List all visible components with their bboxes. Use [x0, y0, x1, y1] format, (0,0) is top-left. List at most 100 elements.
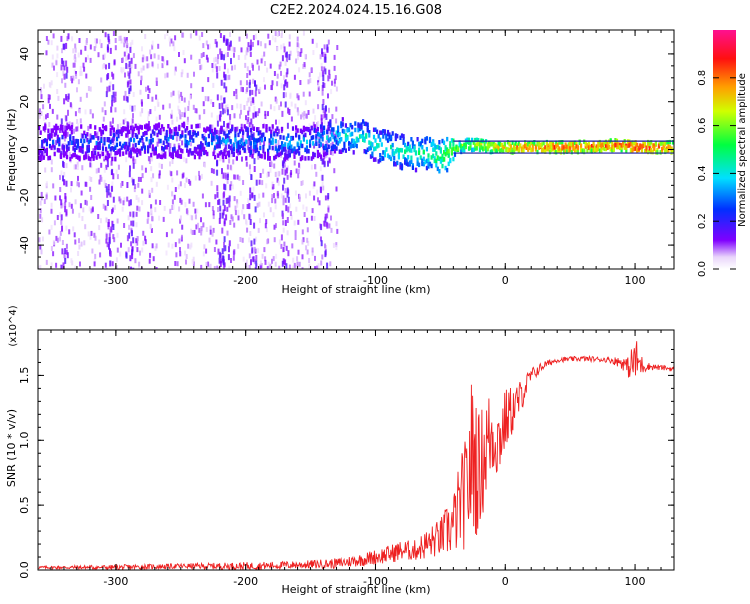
spectrogram-cell [266, 266, 269, 269]
spectrogram-cell [360, 134, 363, 139]
spectrogram-cell [48, 133, 52, 138]
spectrogram-cell [132, 267, 135, 269]
spectrogram-cell [300, 180, 303, 186]
spectrogram-cell [321, 181, 324, 187]
spectrogram-cell [570, 141, 573, 146]
spectrogram-cell [81, 143, 84, 148]
spectrogram-cell [221, 227, 224, 234]
spectrogram-cell [309, 143, 312, 148]
spectrogram-cell [608, 144, 611, 150]
spectrogram-cell [153, 151, 156, 156]
spectrogram-cell [418, 141, 421, 147]
spectrogram-cell [106, 137, 109, 143]
spectrogram-cell [330, 146, 333, 152]
spectrogram-cell [125, 252, 128, 259]
spectrogram-cell [211, 206, 214, 211]
spectrogram-cell [148, 121, 150, 126]
spectrogram-cell [291, 135, 295, 141]
spectrogram-cell [252, 112, 255, 119]
spectrogram-cell [58, 137, 61, 142]
spectrogram-cell [100, 176, 103, 182]
spectrogram-cell [489, 149, 492, 155]
spectrogram-cell [286, 174, 289, 180]
spectrogram-cell [189, 137, 192, 142]
spectrogram-cell [348, 141, 351, 146]
spectrogram-cell [575, 149, 578, 154]
spectrogram-cell [559, 150, 562, 155]
spectrogram-cell [181, 153, 184, 159]
spectrogram-cell [219, 205, 222, 212]
spectrogram-cell [324, 249, 327, 256]
spectrogram-cell [642, 140, 645, 146]
spectrogram-cell [209, 263, 212, 269]
spectrogram-cell [222, 172, 225, 179]
spectrogram-cell [87, 125, 90, 131]
spectrogram-cell [289, 92, 292, 98]
spectrogram-cell [471, 147, 474, 153]
spectrogram-cell [98, 145, 101, 151]
spectrogram-cell [127, 64, 130, 70]
spectrogram-cell [322, 99, 325, 105]
spectrogram-cell [282, 220, 285, 226]
spectrogram-cell [190, 141, 192, 147]
spectrogram-cell [63, 136, 66, 142]
spectrogram-cell [108, 153, 111, 158]
spectrogram-cell [141, 57, 144, 63]
spectrogram-cell [332, 134, 335, 140]
spectrogram-cell [122, 119, 125, 125]
spectrogram-cell [78, 108, 81, 114]
spectrogram-x-tick-label: -100 [363, 274, 388, 287]
spectrogram-cell [244, 54, 247, 60]
spectrogram-cell [78, 244, 81, 250]
spectrogram-cell [211, 231, 214, 237]
spectrogram-cell [199, 65, 202, 71]
spectrogram-cell [255, 84, 258, 91]
spectrogram-cell [136, 205, 139, 211]
spectrogram-cell [50, 246, 53, 251]
spectrogram-cell [259, 145, 262, 151]
spectrogram-cell [130, 220, 133, 226]
spectrogram-cell [231, 126, 234, 132]
spectrogram-cell [193, 130, 196, 136]
spectrogram-cell [301, 254, 304, 260]
spectrogram-cell [368, 146, 371, 151]
spectrogram-cell [536, 142, 539, 147]
spectrogram-cell [509, 144, 513, 149]
spectrogram-cell [276, 177, 279, 183]
spectrogram-cell [570, 149, 573, 155]
spectrogram-cell [285, 72, 288, 78]
spectrogram-cell [68, 121, 71, 127]
spectrogram-cell [109, 121, 112, 128]
spectrogram-cell [109, 146, 112, 152]
spectrogram-cell [286, 51, 288, 58]
spectrogram-cell [643, 142, 647, 147]
spectrogram-cell [388, 134, 391, 139]
spectrogram-cell [218, 130, 220, 136]
spectrogram-cell [200, 173, 203, 179]
spectrogram-cell [263, 77, 265, 83]
spectrogram-cell [517, 147, 520, 152]
spectrogram-cell [210, 180, 213, 186]
spectrogram-cell [316, 149, 319, 155]
spectrogram-cell [275, 171, 278, 177]
spectrogram-cell [303, 62, 306, 67]
spectrogram-cell [477, 138, 480, 143]
spectrogram-cell [341, 147, 344, 153]
spectrogram-cell [258, 179, 261, 185]
spectrogram-cell [239, 237, 242, 242]
spectrogram-cell [265, 183, 268, 189]
spectrogram-cell [221, 151, 224, 157]
spectrogram-cell [151, 137, 154, 143]
spectrogram-cell [407, 141, 410, 147]
spectrogram-cell [314, 255, 316, 261]
spectrogram-cell [50, 40, 53, 46]
spectrogram-marks [38, 30, 674, 269]
spectrogram-cell [64, 196, 67, 203]
spectrogram-cell [191, 215, 194, 221]
spectrogram-cell [441, 163, 444, 169]
spectrogram-cell [309, 78, 312, 84]
spectrogram-cell [66, 147, 69, 153]
spectrogram-cell [404, 142, 407, 148]
spectrogram-cell [135, 238, 138, 244]
spectrogram-cell [212, 214, 215, 220]
